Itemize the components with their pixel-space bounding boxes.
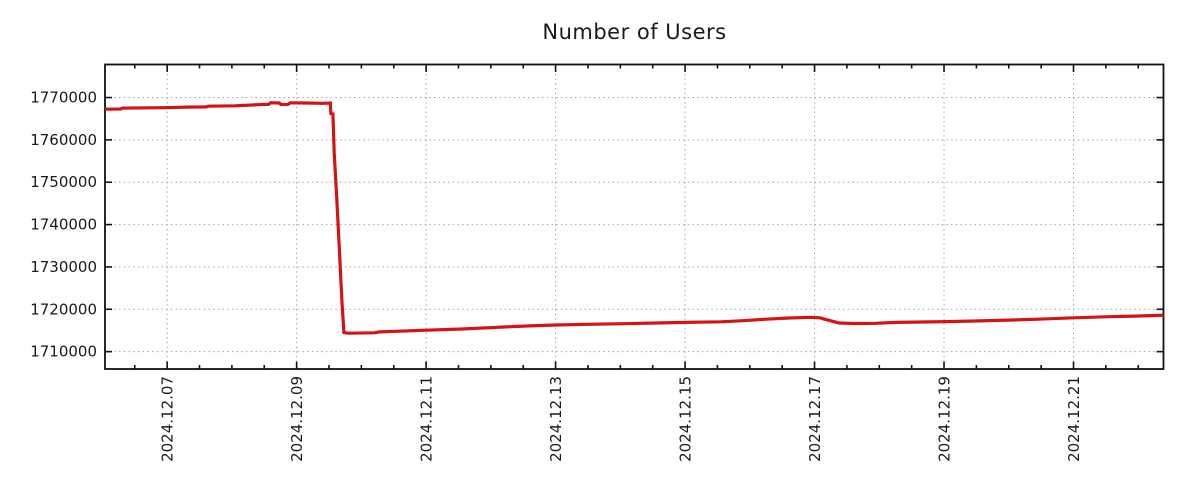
chart-title: Number of Users xyxy=(542,20,727,44)
x-tick-label: 2024.12.17 xyxy=(806,376,824,462)
y-tick-label: 1720000 xyxy=(30,300,97,318)
x-tick-label: 2024.12.07 xyxy=(159,376,177,462)
y-tick-label: 1730000 xyxy=(30,258,97,276)
x-tick-label: 2024.12.11 xyxy=(418,376,436,462)
y-tick-label: 1740000 xyxy=(30,216,97,234)
plot-border xyxy=(104,63,1165,370)
x-tick-label: 2024.12.21 xyxy=(1065,376,1083,462)
y-tick-label: 1760000 xyxy=(30,131,97,149)
x-tick-label: 2024.12.13 xyxy=(547,376,565,462)
y-tick-label: 1750000 xyxy=(30,173,97,191)
y-tick-label: 1770000 xyxy=(30,89,97,107)
x-tick-label: 2024.12.15 xyxy=(677,376,695,462)
y-tick-label: 1710000 xyxy=(30,343,97,361)
users-series-line xyxy=(104,101,1164,335)
x-tick-label: 2024.12.09 xyxy=(288,376,306,462)
x-tick-label: 2024.12.19 xyxy=(936,376,954,462)
